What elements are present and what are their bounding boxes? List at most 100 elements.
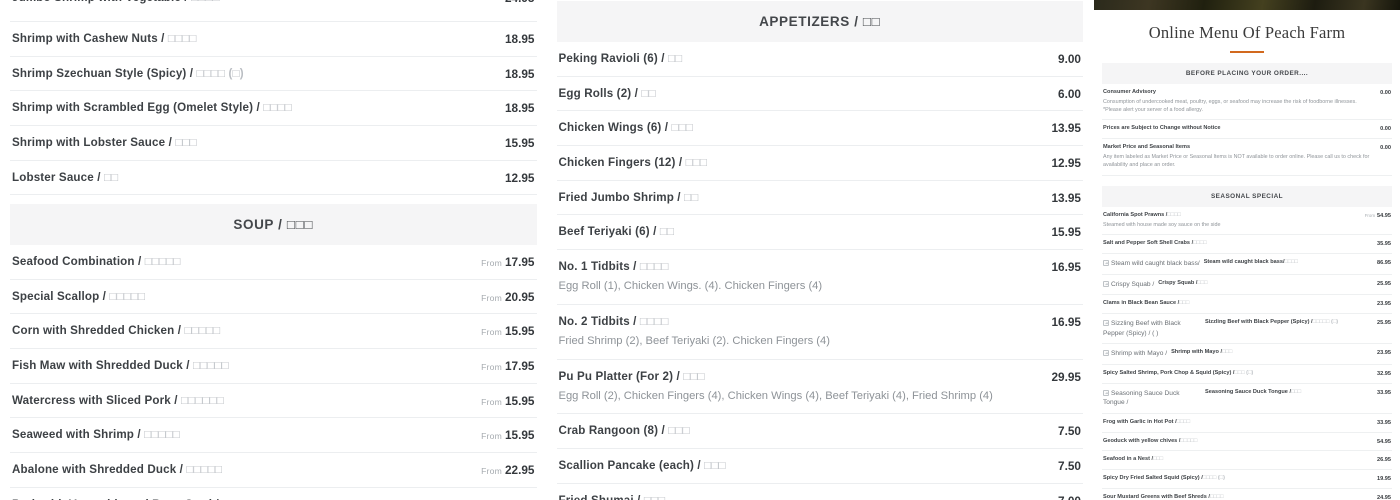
menu-item-main: Peking Ravioli (6) / □□ [559, 51, 1059, 67]
hero-banner-image [1094, 0, 1400, 10]
menu-item-row[interactable]: Jumbo Shrimp with Vegetable / □□□□ 24.95 [10, 0, 537, 22]
sidebar-item-name-cn: □□□ [1197, 279, 1208, 286]
sidebar-item-textblock: Sizzling Beef with Black Pepper (Spicy) … [1205, 319, 1371, 327]
menu-item-description: Egg Roll (2), Chicken Fingers (4), Chick… [558, 390, 993, 403]
menu-item-row[interactable]: Shrimp Szechuan Style (Spicy) / □□□□ (□)… [10, 57, 537, 92]
menu-item-row[interactable]: Egg Rolls (2) / □□ 6.00 [556, 77, 1083, 112]
menu-item-main: Shrimp with Scrambled Egg (Omelet Style)… [12, 100, 505, 116]
menu-item-row[interactable]: No. 2 Tidbits / □□□□ Fried Shrimp (2), Be… [556, 305, 1083, 360]
sidebar-item-name-en: Sour Mustard Greens with Beef Shreds / [1103, 494, 1210, 500]
menu-item-row[interactable]: Crab Rangoon (8) / □□□ 7.50 [556, 414, 1083, 450]
sidebar-item-name-cn: □□□ [1179, 300, 1190, 307]
menu-item-row[interactable]: Chicken Wings (6) / □□□ 13.95 [556, 111, 1083, 146]
menu-item-price: From 17.95 [481, 254, 534, 269]
price-value: 13.95 [1051, 190, 1081, 205]
price-value: 54.95 [1377, 438, 1391, 445]
menu-item-row[interactable]: Lobster Sauce / □□ 12.95 [10, 161, 537, 196]
sidebar-item-textblock: Steam wild caught black bass/□□□□ [1204, 259, 1371, 267]
sidebar-item-name: Crispy Squab /□□□ [1158, 280, 1371, 288]
menu-item-row[interactable]: Seafood Combination / □□□□□ From 17.95 [10, 245, 537, 280]
sidebar-item-name: California Spot Prawns /□□□□ [1103, 212, 1359, 220]
menu-item-row[interactable]: Watercress with Sliced Pork / □□□□□□ From… [10, 384, 537, 419]
menu-item-row[interactable]: Shrimp with Lobster Sauce / □□□ 15.95 [10, 126, 537, 161]
sidebar-item-name: Spicy Salted Shrimp, Pork Chop & Squid (… [1103, 370, 1371, 378]
price-value: 15.95 [504, 393, 535, 408]
sidebar-item-name-en: California Spot Prawns / [1103, 211, 1168, 218]
menu-item-main: Chicken Fingers (12) / □□□ [559, 155, 1052, 171]
menu-item-name-en: Seaweed with Shrimp / [12, 428, 141, 442]
sidebar-item-main: Market Price and Seasonal Items Any item … [1103, 144, 1380, 169]
price-value: 0.00 [1380, 145, 1391, 152]
menu-columns: Jumbo Shrimp with Vegetable / □□□□24.95S… [10, 0, 1084, 500]
menu-item-row[interactable]: Pu Pu Platter (For 2) / □□□ Egg Roll (2),… [556, 360, 1083, 415]
price-value: 15.95 [505, 498, 535, 500]
menu-item-name: Seafood Combination / □□□□□ [12, 254, 467, 270]
menu-item-main: Beef Teriyaki (6) / □□ [559, 224, 1052, 240]
sidebar-item-textblock: Clams in Black Bean Sauce /□□□ [1103, 300, 1371, 308]
sidebar-item-price: 35.95 [1377, 240, 1391, 247]
sidebar-item-price: 24.95 [1377, 494, 1391, 500]
menu-item-name-cn: □□ [656, 225, 675, 239]
menu-item-row[interactable]: Scallion Pancake (each) / □□□ 7.50 [556, 449, 1083, 484]
price-value: 25.95 [1377, 320, 1391, 327]
sidebar-item-row[interactable]: Clams in Black Bean Sauce /□□□ 23.95 [1102, 295, 1392, 315]
menu-item-price: 7.50 [1058, 423, 1081, 438]
sidebar-item-name-en: Spicy Salted Shrimp, Pork Chop & Squid (… [1103, 369, 1235, 376]
sidebar-item-row[interactable]: Crispy Squab / Crispy Squab /□□□ 25.95 [1102, 275, 1392, 296]
menu-item-price: 13.95 [1051, 120, 1081, 135]
menu-item-row[interactable]: Fried Shumai / □□□ 7.00 [557, 484, 1084, 500]
sidebar-item-name: Frog with Garlic in Hot Pot /□□□□ [1103, 419, 1371, 427]
menu-item-row[interactable]: Fried Jumbo Shrimp / □□ 13.95 [556, 181, 1083, 216]
sidebar-item-row[interactable]: Frog with Garlic in Hot Pot /□□□□ 33.95 [1102, 414, 1392, 433]
menu-item-name-en: Shrimp with Cashew Nuts / [12, 32, 165, 45]
price-value: 12.95 [504, 170, 535, 185]
sidebar-item-name-en: Clams in Black Bean Sauce / [1103, 300, 1180, 307]
menu-item-main: Abalone with Shredded Duck / □□□□□ [12, 462, 481, 478]
menu-item-row[interactable]: Shrimp with Cashew Nuts / □□□□ 18.95 [10, 22, 537, 57]
menu-item-main: Crab Rangoon (8) / □□□ [559, 423, 1059, 439]
menu-item-row[interactable]: Special Scallop / □□□□□ From 20.95 [10, 280, 537, 315]
menu-item-row[interactable]: Pork with Vegetable and Bean Curd / □□□□… [10, 488, 537, 500]
sidebar-item-row[interactable]: Salt and Pepper Soft Shell Crabs /□□□□ 35… [1102, 235, 1392, 255]
menu-item-row[interactable]: Chicken Fingers (12) / □□□ 12.95 [556, 146, 1083, 181]
sidebar-item-row[interactable]: Geoduck with yellow chives /□□□□□ 54.95 [1102, 433, 1392, 452]
sidebar-item-row[interactable]: Sour Mustard Greens with Beef Shreds /□□… [1102, 489, 1392, 500]
menu-item-name: Lobster Sauce / □□ [12, 170, 491, 186]
sidebar-item-name-cn: □□□□ [1284, 259, 1299, 266]
sidebar-item-name-cn: □□□□□ (□) [1312, 319, 1339, 326]
menu-item-name-cn: □□□ [668, 121, 694, 135]
sidebar-item-row[interactable]: Sizzling Beef with Black Pepper (Spicy) … [1102, 314, 1392, 345]
sidebar-item-row[interactable]: Seafood in a Nest /□□□ 26.95 [1102, 451, 1392, 471]
sidebar-item-row[interactable]: Market Price and Seasonal Items Any item … [1102, 139, 1392, 176]
menu-item-name-en: Peking Ravioli (6) / [558, 52, 665, 65]
menu-item-row[interactable]: Seaweed with Shrimp / □□□□□ From 15.95 [10, 418, 537, 454]
sidebar-item-textblock: Sour Mustard Greens with Beef Shreds /□□… [1103, 494, 1371, 500]
menu-item-row[interactable]: Corn with Shredded Chicken / □□□□□ From 15… [10, 314, 537, 350]
menu-item-row[interactable]: Beef Teriyaki (6) / □□ 15.95 [556, 215, 1083, 250]
sidebar-item-row[interactable]: Spicy Dry Fried Salted Squid (Spicy) /□□… [1102, 470, 1392, 490]
menu-item-row[interactable]: Fish Maw with Shredded Duck / □□□□□ From 1… [10, 349, 537, 384]
menu-item-name-cn: □□□□□□ [177, 393, 224, 407]
menu-item-row[interactable]: Abalone with Shredded Duck / □□□□□ From 22… [10, 453, 537, 488]
menu-item-name-en: Scallion Pancake (each) / [558, 459, 701, 473]
sidebar-item-row[interactable]: California Spot Prawns /□□□□ Steamed with… [1102, 207, 1392, 236]
sidebar-item-row[interactable]: Shrimp with Mayo / Shrimp with Mayo /□□□ 2… [1102, 344, 1392, 365]
menu-item-row[interactable]: Peking Ravioli (6) / □□ 9.00 [556, 42, 1083, 77]
sidebar-item-textblock: Seafood in a Nest /□□□ [1103, 456, 1371, 464]
menu-item-row[interactable]: No. 1 Tidbits / □□□□ Egg Roll (1), Chicke… [556, 250, 1083, 305]
price-value: 35.95 [1377, 241, 1391, 248]
menu-item-name: Shrimp with Cashew Nuts / □□□□ [12, 31, 491, 47]
sidebar-item-row[interactable]: Prices are Subject to Change without Not… [1102, 120, 1392, 140]
sidebar-item-row[interactable]: Seasoning Sauce Duck Tongue / Seasoning S… [1102, 384, 1392, 414]
sidebar-item-price: 23.95 [1377, 300, 1391, 307]
menu-item-name: Pu Pu Platter (For 2) / □□□ [559, 369, 1038, 385]
price-value: 86.95 [1377, 260, 1391, 267]
sidebar-item-row[interactable]: Steam wild caught black bass/Steam wild … [1102, 254, 1392, 275]
sidebar-item-row[interactable]: Consumer Advisory Consumption of undercoo… [1102, 84, 1392, 121]
menu-item-main: Seaweed with Shrimp / □□□□□ [12, 427, 481, 443]
menu-item-row[interactable]: Shrimp with Scrambled Egg (Omelet Style)… [10, 91, 537, 126]
sidebar-item-name-en: Crispy Squab / [1158, 279, 1198, 286]
sidebar-item-row[interactable]: Spicy Salted Shrimp, Pork Chop & Squid (… [1102, 365, 1392, 384]
